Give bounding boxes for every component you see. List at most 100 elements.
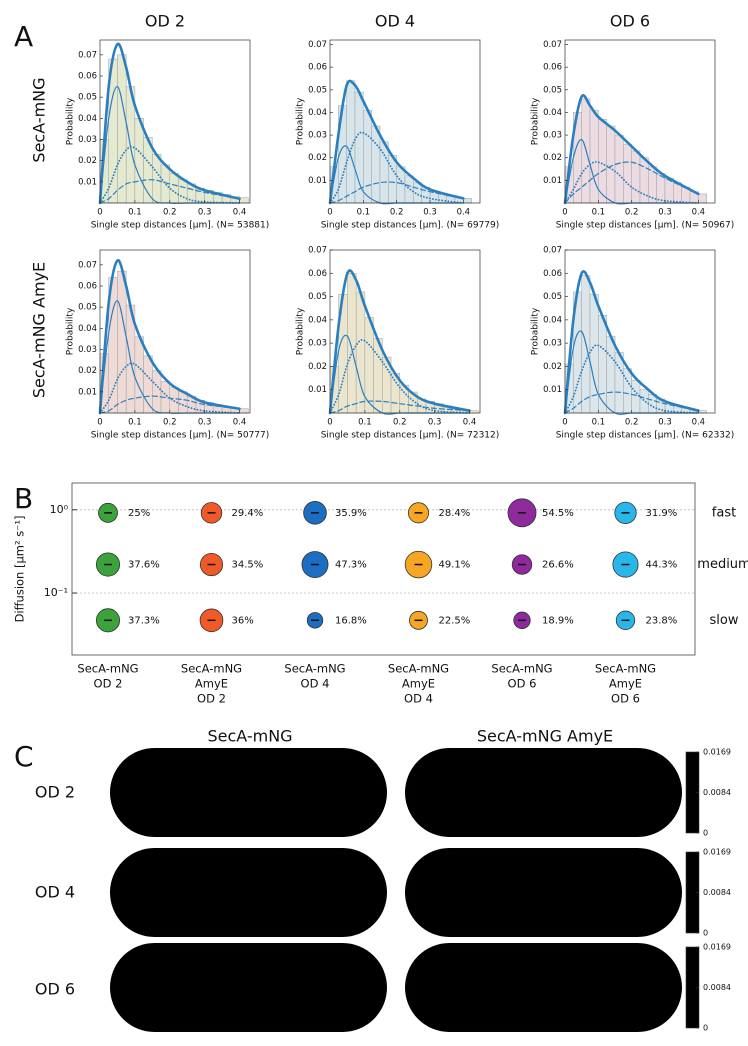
x-tick-label: SecA-mNG xyxy=(181,662,242,676)
row-title: SecA-mNG xyxy=(30,77,49,162)
x-tick-label: 0.3 xyxy=(658,208,672,218)
fit-curve xyxy=(329,181,464,204)
x-tick-label: 0 xyxy=(562,418,567,428)
heatmap-cell xyxy=(543,1001,579,1030)
row-title: OD 4 xyxy=(35,883,75,902)
heatmap-cell xyxy=(180,850,215,879)
histogram-bar xyxy=(239,408,249,414)
heatmap-cell xyxy=(214,778,249,808)
x-tick-label: OD 2 xyxy=(197,692,226,706)
heatmap-cell xyxy=(316,878,352,908)
x-tick-label: AmyE xyxy=(195,677,228,691)
heatmap-cell xyxy=(180,806,215,835)
value-label: 22.5% xyxy=(439,615,471,626)
fit-curve xyxy=(328,79,465,205)
histogram-bar xyxy=(606,125,616,204)
heatmap-cell xyxy=(577,806,613,835)
heatmap-cell xyxy=(146,878,181,908)
x-tick-label: 0.3 xyxy=(198,208,212,218)
histogram-bar xyxy=(169,173,179,204)
x-tick-label: 0.3 xyxy=(658,418,672,428)
heatmap-cell xyxy=(475,1001,510,1030)
y-tick-label: 10⁻¹ xyxy=(44,586,68,599)
y-tick-label: 10⁰ xyxy=(50,503,69,516)
value-label: 31.9% xyxy=(646,508,678,519)
heatmap-cell xyxy=(248,1001,284,1030)
heatmap-cell xyxy=(441,750,476,779)
axes-frame xyxy=(71,482,696,656)
heatmap-cell xyxy=(611,973,647,1003)
histogram-bar xyxy=(379,141,389,204)
heatmap-cell xyxy=(282,945,318,974)
cell-outline xyxy=(110,748,387,837)
heatmap xyxy=(407,850,680,935)
heatmap-cell xyxy=(350,778,385,808)
series-label: slow xyxy=(710,613,739,628)
heatmap-cell xyxy=(509,850,544,879)
heatmap-cell xyxy=(214,750,249,779)
value-label: 16.8% xyxy=(335,615,367,626)
value-label: 36% xyxy=(232,615,254,626)
histogram-bar xyxy=(606,335,616,414)
heatmap-cell xyxy=(214,806,249,835)
x-tick-label: SecA-mNG xyxy=(595,662,656,676)
heatmap-cell xyxy=(180,750,215,779)
heatmap-cell xyxy=(214,878,249,908)
heatmap-cell xyxy=(248,906,284,935)
row-title: OD 2 xyxy=(35,783,75,802)
y-tick-label: 0.04 xyxy=(543,315,562,325)
x-axis-label: Single step distances [μm]. (N= 72312) xyxy=(321,431,500,441)
heatmap-cell xyxy=(543,850,579,879)
x-tick-label: 0.1 xyxy=(128,208,142,218)
heatmap-cell xyxy=(407,878,442,908)
x-axis-label: Single step distances [μm]. (N= 69779) xyxy=(321,221,500,231)
heatmap-cell xyxy=(543,878,579,908)
histogram-bar xyxy=(404,175,414,204)
x-axis-label: Single step distances [μm]. (N= 50777) xyxy=(91,431,270,441)
x-tick-label: 0.1 xyxy=(592,418,606,428)
heatmap xyxy=(407,945,680,1030)
histogram-bar xyxy=(152,154,162,204)
series-label: medium xyxy=(697,557,748,572)
heatmap-cell xyxy=(577,906,613,935)
x-tick-label: 0.2 xyxy=(625,208,639,218)
heatmap-cell xyxy=(441,878,476,908)
colorbar-tick-label: 0.0169 xyxy=(703,748,731,757)
x-tick-label: 0 xyxy=(327,418,332,428)
value-label: 49.1% xyxy=(439,560,471,571)
heatmap-cell xyxy=(316,1001,352,1030)
heatmap-cell xyxy=(577,850,613,879)
histogram-bar xyxy=(463,198,472,204)
heatmap-cell xyxy=(248,973,284,1003)
heatmap-cell xyxy=(180,1001,215,1030)
y-tick-label: 0.06 xyxy=(543,269,562,279)
heatmap-cell xyxy=(282,750,318,779)
row-title: OD 6 xyxy=(35,980,75,999)
heatmap-cell xyxy=(146,906,181,935)
histogram-bar xyxy=(354,91,364,204)
y-tick-label: 0.03 xyxy=(543,339,562,349)
heatmap-cell xyxy=(475,750,510,779)
heatmap-cell xyxy=(146,778,181,808)
y-tick-label: 0.02 xyxy=(543,153,562,163)
x-tick-label: 0.4 xyxy=(692,208,706,218)
heatmap-cell xyxy=(509,906,544,935)
histogram-bar xyxy=(347,273,357,414)
axes-frame xyxy=(329,249,481,414)
heatmap-cell xyxy=(543,778,579,808)
heatmap-cell xyxy=(407,1001,442,1030)
heatmap-cell xyxy=(407,750,442,779)
heatmap-cell xyxy=(282,850,318,879)
x-tick-label: 0.2 xyxy=(625,418,639,428)
fit-curve xyxy=(329,338,471,414)
axes-frame xyxy=(99,249,251,414)
y-tick-label: 0.05 xyxy=(543,85,562,95)
x-tick-label: 0.2 xyxy=(390,208,404,218)
heatmap-cell xyxy=(248,806,284,835)
fit-curve xyxy=(564,161,699,204)
heatmap-cell xyxy=(214,850,249,879)
heatmap-cell xyxy=(214,906,249,935)
colorbar-tick-label: 0.0169 xyxy=(703,848,731,857)
fit-curve xyxy=(564,344,700,414)
panel-label: A xyxy=(14,20,33,53)
